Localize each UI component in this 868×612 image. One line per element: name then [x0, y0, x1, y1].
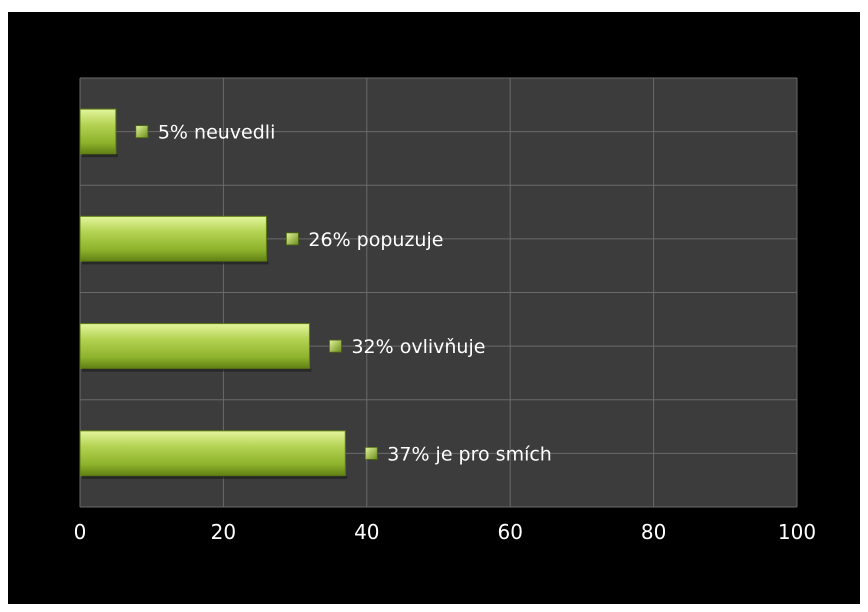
bar-shadow [82, 368, 312, 372]
data-label-marker [329, 339, 342, 353]
x-tick-label: 80 [641, 520, 666, 544]
bar-shadow [82, 154, 118, 158]
slide-background: 0 20 40 60 80 100 37% je pro smích 32% ovlivňu… [8, 12, 860, 604]
data-label: 5% neuvedli [158, 122, 276, 144]
bar [79, 108, 117, 155]
x-tick-label: 100 [778, 520, 816, 544]
x-tick-label: 20 [211, 520, 236, 544]
data-label: 26% popuzuje [308, 229, 443, 251]
bar-shadow [82, 261, 269, 265]
x-tick-label: 60 [497, 520, 522, 544]
data-label-marker [286, 232, 299, 246]
grid-lines [79, 77, 798, 508]
bar [79, 215, 267, 262]
data-label: 32% ovlivňuje [351, 336, 485, 358]
bar-shadow [82, 475, 348, 479]
x-axis: 0 20 40 60 80 100 [74, 520, 816, 544]
data-labels: 37% je pro smích 32% ovlivňuje 26% popuzuj… [135, 122, 552, 465]
bar-chart: 0 20 40 60 80 100 37% je pro smích 32% ovlivňu… [74, 77, 816, 544]
bar [79, 430, 346, 477]
x-tick-label: 40 [354, 520, 379, 544]
data-label: 37% je pro smích [387, 443, 552, 465]
data-label-marker [364, 446, 378, 460]
bar-series [79, 108, 348, 479]
data-label-marker [135, 125, 149, 139]
bar [79, 323, 310, 370]
x-tick-label: 0 [74, 520, 87, 544]
